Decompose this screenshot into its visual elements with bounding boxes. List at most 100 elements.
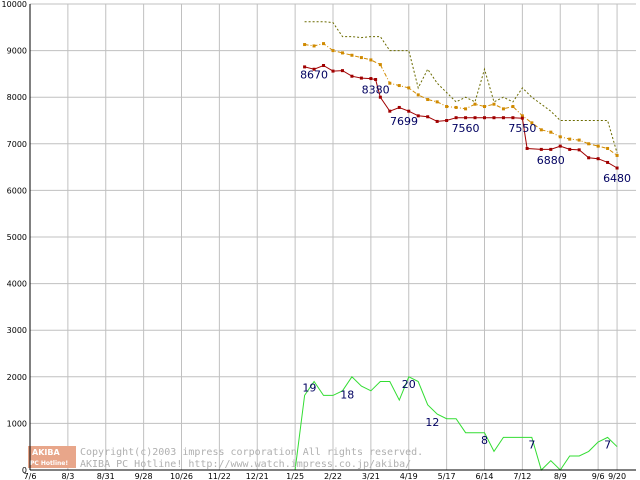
- point-avg: [558, 135, 562, 139]
- point-avg: [322, 42, 326, 46]
- data-labels: 8670 8380 7699 7560 7550 6880 6480 19 18 20 12 8 7 7: [300, 69, 631, 452]
- data-label: 7699: [390, 115, 418, 128]
- point-avg: [492, 102, 496, 106]
- data-label: 20: [402, 378, 416, 391]
- site-url-text: AKIBA PC Hotline! http://www.watch.impre…: [80, 459, 411, 470]
- point-min: [520, 116, 524, 120]
- y-tick-label: 2000: [7, 373, 27, 382]
- point-avg: [520, 114, 524, 118]
- point-avg: [530, 121, 534, 125]
- point-min: [340, 69, 344, 73]
- data-label: 6480: [603, 172, 631, 185]
- x-tick-label: 9/28: [135, 472, 153, 480]
- point-avg: [369, 58, 373, 62]
- point-avg: [312, 44, 316, 48]
- point-min: [492, 116, 496, 120]
- point-min: [374, 77, 378, 81]
- y-tick-label: 9000: [7, 47, 27, 56]
- data-label: 7560: [452, 122, 480, 135]
- point-min: [473, 116, 477, 120]
- point-avg: [587, 142, 591, 146]
- point-min: [606, 160, 610, 164]
- point-avg: [378, 63, 382, 67]
- point-avg: [397, 84, 401, 88]
- y-tick-label: 4000: [7, 280, 27, 289]
- data-label: 8: [481, 434, 488, 447]
- point-avg: [426, 98, 430, 102]
- logo-bottom-text: PC Hotline!: [30, 460, 68, 467]
- point-avg: [596, 144, 600, 148]
- point-avg: [445, 105, 449, 109]
- x-tick-label: 8/9: [554, 472, 567, 480]
- x-tick-label: 12/21: [246, 472, 269, 480]
- point-avg: [359, 56, 363, 60]
- point-min: [615, 166, 619, 170]
- x-tick-label: 1/25: [286, 472, 304, 480]
- point-avg: [606, 146, 610, 150]
- data-label: 8670: [300, 69, 328, 82]
- x-tick-label: 7/12: [513, 472, 531, 480]
- point-min: [483, 116, 486, 120]
- series-line-count: [30, 376, 618, 471]
- data-label: 7550: [508, 122, 536, 135]
- point-avg: [577, 138, 581, 142]
- point-min: [501, 116, 505, 120]
- point-min: [549, 147, 553, 151]
- point-avg: [416, 93, 420, 97]
- point-avg: [407, 86, 411, 90]
- y-tick-label: 7000: [7, 140, 27, 149]
- point-min: [378, 95, 382, 99]
- series-line-avg: [304, 43, 618, 156]
- y-tick-label: 6000: [7, 186, 27, 195]
- x-tick-label: 6/14: [476, 472, 494, 480]
- point-min: [596, 157, 600, 161]
- x-tick-label: 5/17: [438, 472, 456, 480]
- point-avg: [615, 153, 619, 157]
- point-min: [454, 116, 458, 120]
- data-label: 19: [302, 382, 316, 395]
- point-min: [558, 144, 562, 148]
- data-label: 7: [528, 439, 535, 452]
- data-label: 18: [340, 389, 354, 402]
- x-tick-label: 2/22: [324, 472, 342, 480]
- point-min: [587, 156, 591, 160]
- x-tick-label: 9/20: [608, 472, 626, 480]
- point-min: [416, 114, 420, 118]
- point-avg: [539, 128, 543, 132]
- point-min: [322, 64, 326, 68]
- point-avg: [511, 105, 515, 109]
- point-min: [511, 116, 515, 120]
- point-avg: [340, 51, 344, 55]
- point-avg: [331, 49, 335, 53]
- copyright-text: Copyright(c)2003 impress corporation All…: [80, 447, 423, 458]
- data-label: 8380: [362, 83, 390, 96]
- x-tick-label: 10/26: [170, 472, 193, 480]
- point-min: [464, 116, 468, 120]
- point-avg: [568, 137, 572, 141]
- point-min: [397, 105, 401, 109]
- point-avg: [473, 102, 477, 106]
- point-min: [312, 67, 316, 71]
- point-min: [407, 109, 411, 113]
- y-tick-labels: 0 1000 2000 3000 4000 5000 6000 7000 8000 9000 100…: [2, 0, 27, 475]
- point-avg: [549, 130, 553, 134]
- series-line-max: [304, 21, 618, 154]
- x-tick-label: 9/6: [592, 472, 605, 480]
- y-tick-label: 3000: [7, 326, 27, 335]
- y-tick-label: 1000: [7, 419, 27, 428]
- y-tick-label: 5000: [7, 233, 27, 242]
- point-min: [426, 115, 430, 119]
- point-min: [303, 65, 307, 69]
- series-lines: [30, 21, 619, 471]
- point-min: [388, 109, 392, 113]
- point-avg: [388, 81, 392, 85]
- akiba-logo: [28, 446, 76, 468]
- point-avg: [501, 107, 505, 111]
- point-avg: [435, 100, 439, 104]
- x-tick-label: 4/19: [400, 472, 418, 480]
- x-tick-label: 8/31: [97, 472, 115, 480]
- data-label: 6880: [537, 154, 565, 167]
- point-avg: [350, 53, 354, 57]
- point-avg: [483, 105, 486, 109]
